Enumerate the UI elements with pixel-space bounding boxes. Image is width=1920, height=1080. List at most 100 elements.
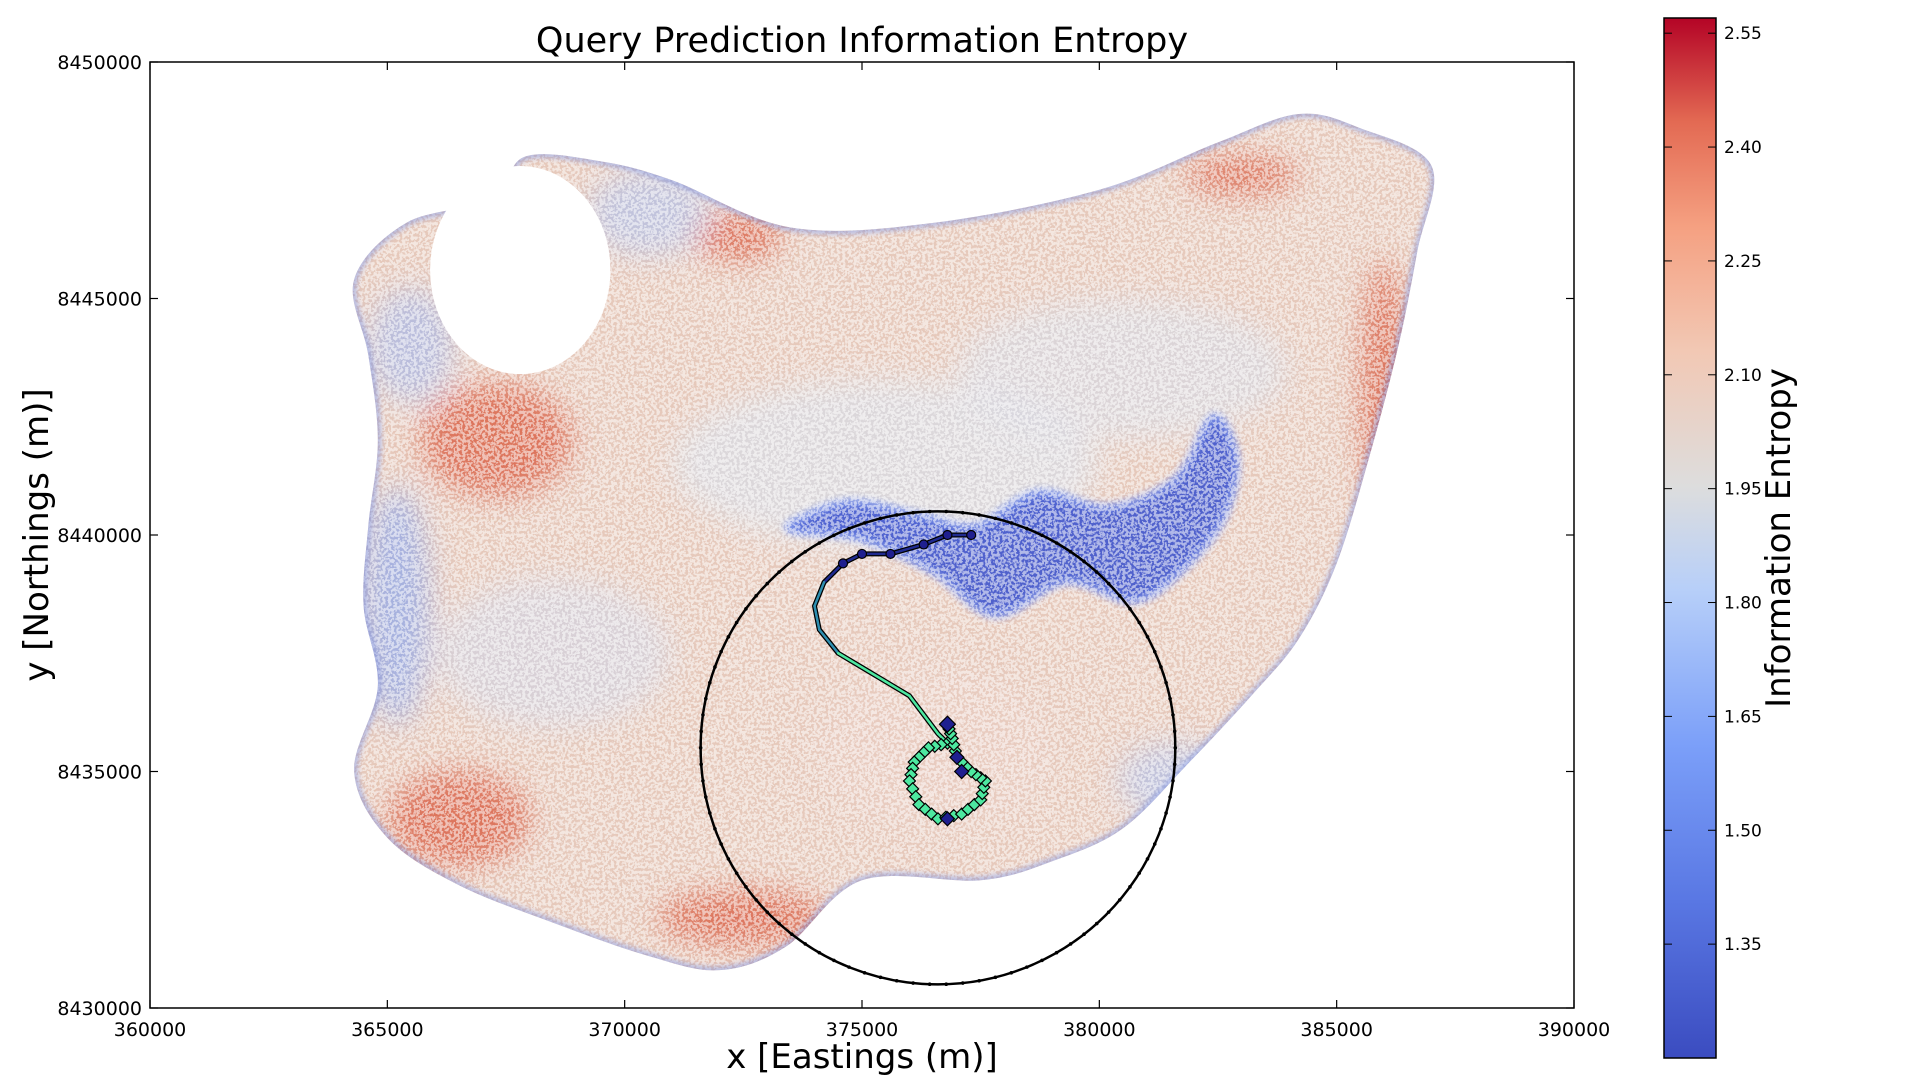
circle-vertex	[1171, 713, 1175, 717]
traversed-path-segment	[889, 543, 925, 556]
circle-vertex	[817, 541, 822, 545]
circle-vertex	[977, 513, 981, 517]
circle-vertex	[726, 635, 731, 639]
colorbar-ticks: 1.35 1.50 1.65 1.80 1.95 2.10 2.25 2.40 2.55	[1664, 24, 1762, 955]
circle-vertex	[1094, 570, 1099, 574]
x-tick-label: 375000	[826, 1019, 899, 1041]
circle-vertex	[713, 665, 717, 669]
traversed-path-point	[856, 548, 868, 560]
traversed-path-segment	[922, 713, 940, 735]
circle-vertex	[744, 885, 748, 889]
circle-vertex	[878, 516, 883, 521]
circle-vertex	[1106, 910, 1111, 914]
circle-vertex	[701, 713, 705, 717]
traversed-path-segment	[860, 666, 887, 683]
traversed-path-segment	[837, 652, 864, 669]
circle-vertex	[1025, 965, 1029, 969]
y-tick-label: 8435000	[57, 762, 142, 784]
path-waypoint-marker	[953, 763, 970, 780]
circle-vertex	[847, 965, 851, 969]
x-tick-label: 360000	[114, 1019, 187, 1041]
circle-vertex	[754, 594, 758, 598]
circle-vertex	[960, 510, 965, 515]
circle-vertex	[1082, 932, 1086, 937]
circle-vertex	[1009, 970, 1014, 975]
x-tick-label: 380000	[1063, 1019, 1136, 1041]
no-data-void	[430, 166, 611, 375]
circle-vertex	[1128, 607, 1132, 611]
circle-vertex	[765, 910, 770, 914]
circle-vertex	[1106, 581, 1111, 586]
chart-title: Query Prediction Information Entropy	[536, 21, 1188, 61]
circle-vertex	[927, 982, 932, 987]
circle-vertex	[699, 762, 703, 767]
colorbar-tick-label: 1.65	[1724, 707, 1762, 727]
circle-vertex	[698, 746, 703, 750]
circle-vertex	[1152, 842, 1157, 846]
traversed-path-point	[837, 558, 849, 569]
circle-vertex	[817, 950, 822, 955]
circle-vertex	[1172, 762, 1177, 767]
circle-vertex	[708, 680, 712, 685]
x-tick-label: 370000	[588, 1019, 661, 1041]
y-tick-label: 8430000	[57, 998, 142, 1020]
path-end-marker	[939, 810, 956, 827]
circle-vertex	[1172, 729, 1177, 734]
colorbar-label: Information Entropy	[1759, 368, 1799, 708]
colorbar-tick-label: 2.40	[1724, 138, 1762, 158]
x-axis-label: x [Eastings (m)]	[726, 1037, 998, 1077]
circle-vertex	[734, 871, 739, 875]
circle-vertex	[1168, 795, 1172, 799]
colorbar-tick-label: 1.95	[1724, 480, 1762, 500]
x-axis: 360000 365000 370000 375000 380000 385000 3900…	[114, 62, 1611, 1041]
circle-vertex	[734, 620, 739, 625]
y-axis: 8430000 8435000 8440000 8445000 8450000	[57, 52, 1574, 1020]
circle-vertex	[1152, 649, 1157, 654]
traversed-path-segment	[818, 628, 840, 655]
colorbar-tick-label: 2.25	[1724, 252, 1762, 272]
circle-vertex	[832, 533, 836, 538]
circle-vertex	[944, 509, 949, 514]
circle-vertex	[1025, 526, 1029, 531]
traversed-path-point	[885, 548, 896, 560]
colorbar-tick-label: 1.80	[1724, 594, 1762, 614]
circle-vertex	[1117, 898, 1122, 902]
circle-vertex	[726, 857, 731, 861]
circle-vertex	[894, 978, 899, 983]
circle-vertex	[703, 696, 708, 701]
circle-vertex	[790, 559, 794, 564]
circle-vertex	[1173, 746, 1178, 750]
circle-vertex	[1128, 885, 1132, 889]
traversed-path-point	[918, 539, 929, 550]
circle-vertex	[862, 521, 867, 525]
path-waypoint-marker	[949, 749, 965, 766]
planned-path-marker	[918, 802, 933, 817]
circle-vertex	[1094, 921, 1099, 926]
circle-vertex	[719, 842, 723, 846]
traversed-path-segment	[908, 694, 925, 716]
y-tick-label: 8440000	[57, 525, 142, 547]
circle-vertex	[1145, 857, 1150, 861]
colorbar-tick-label: 2.10	[1724, 366, 1762, 386]
circle-vertex	[1137, 620, 1142, 625]
y-axis-label: y [Northings (m)]	[17, 388, 57, 681]
x-tick-label: 390000	[1538, 1019, 1611, 1041]
circle-vertex	[1164, 680, 1168, 685]
colorbar: 1.35 1.50 1.65 1.80 1.95 2.10 2.25 2.40 2.55 Inf…	[1663, 17, 1799, 1059]
circle-vertex	[1068, 942, 1073, 946]
circle-vertex	[719, 649, 723, 654]
path-start-marker	[938, 715, 957, 734]
circle-vertex	[993, 516, 998, 521]
circle-vertex	[1040, 958, 1044, 963]
circle-vertex	[1159, 665, 1163, 669]
circle-vertex	[708, 811, 712, 815]
circle-vertex	[1054, 541, 1059, 545]
circle-vertex	[1068, 549, 1073, 554]
circle-vertex	[927, 509, 932, 514]
colorbar-gradient	[1663, 17, 1717, 1059]
circle-vertex	[777, 570, 781, 574]
circle-vertex	[911, 981, 915, 985]
circle-vertex	[1082, 559, 1086, 564]
circle-vertex	[744, 607, 748, 611]
